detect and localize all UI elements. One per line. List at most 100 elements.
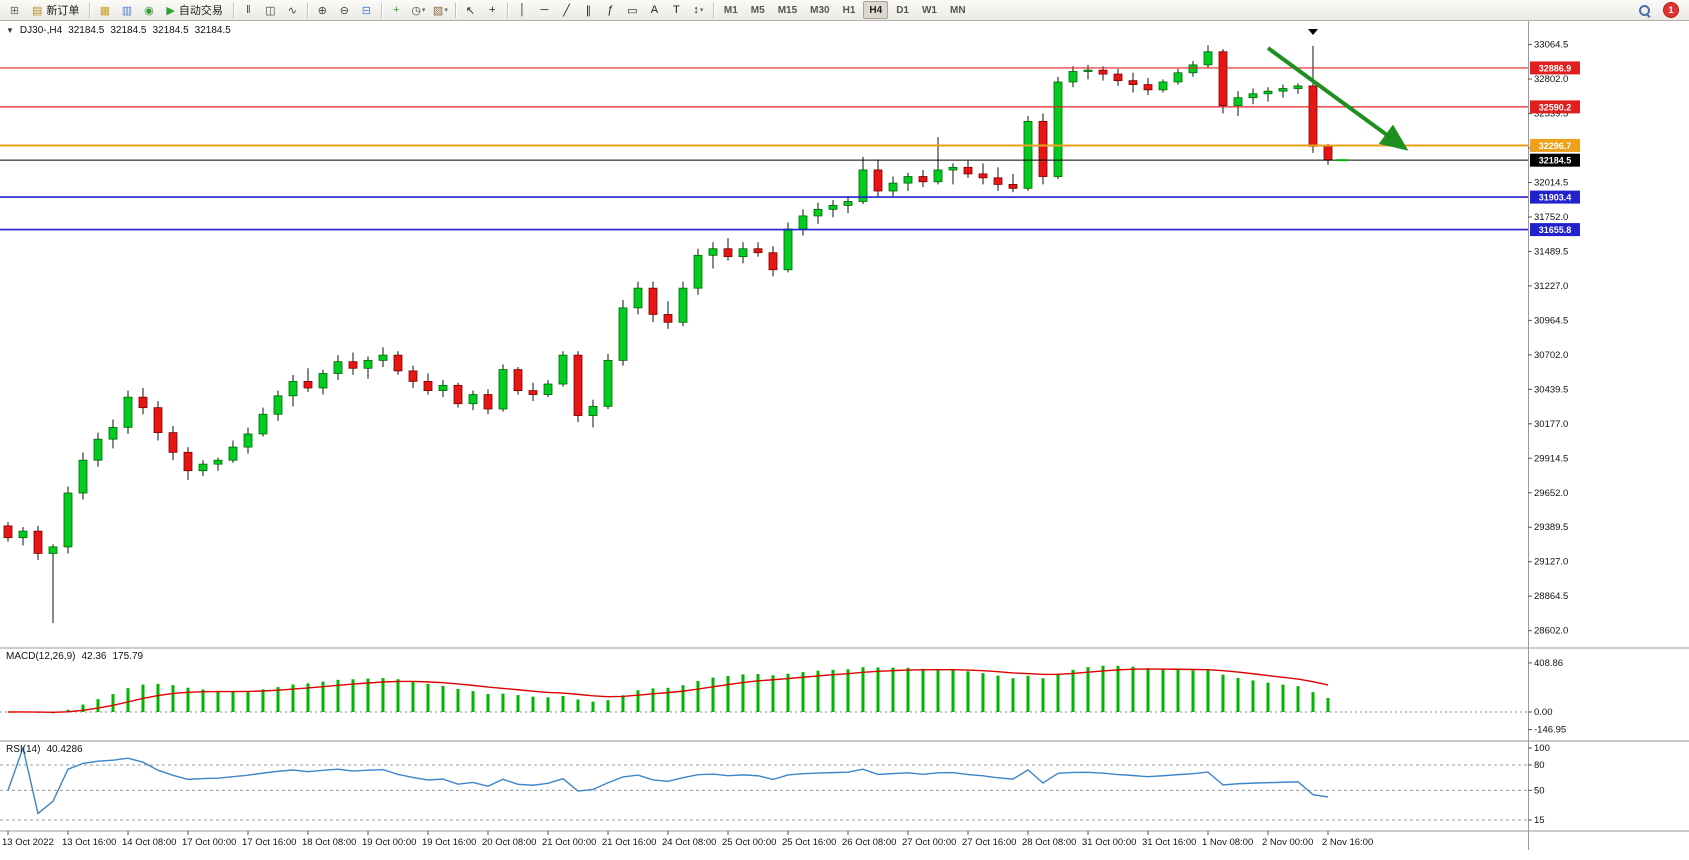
line-chart-button[interactable]: ∿ bbox=[282, 2, 303, 19]
zoom-in-button[interactable]: ⊕ bbox=[312, 2, 333, 19]
symbol-dropdown-icon[interactable]: ▼ bbox=[6, 26, 14, 35]
timeframe-mn-button[interactable]: MN bbox=[949, 4, 966, 16]
zoom-out-button[interactable]: ⊖ bbox=[334, 2, 355, 19]
templates-button[interactable]: ▧ ▾ bbox=[430, 2, 451, 19]
svg-text:31489.5: 31489.5 bbox=[1534, 246, 1568, 257]
bar-chart-icon: ‖ bbox=[246, 4, 251, 16]
tile-windows-button[interactable]: ⊟ bbox=[356, 2, 377, 19]
data-window-button[interactable]: ▥ bbox=[116, 2, 137, 19]
arrows-icon: ↕ bbox=[693, 4, 699, 16]
timeframe-m1-button[interactable]: M1 bbox=[723, 4, 738, 16]
svg-text:31227.0: 31227.0 bbox=[1534, 281, 1568, 292]
toolbar-separator bbox=[232, 2, 234, 18]
zoom-in-icon: ⊕ bbox=[317, 4, 327, 17]
notification-badge[interactable]: 1 bbox=[1663, 2, 1679, 18]
channel-button[interactable]: ∥ bbox=[578, 2, 599, 19]
svg-text:26 Oct 08:00: 26 Oct 08:00 bbox=[842, 837, 896, 848]
svg-text:32802.0: 32802.0 bbox=[1534, 74, 1568, 85]
trendline-button[interactable]: ╱ bbox=[556, 2, 577, 19]
toolbar-separator bbox=[454, 2, 456, 18]
svg-text:29652.0: 29652.0 bbox=[1534, 488, 1568, 499]
svg-text:17 Oct 16:00: 17 Oct 16:00 bbox=[242, 837, 296, 848]
macd-name: MACD(12,26,9) bbox=[6, 651, 76, 662]
periods-icon: ◷ bbox=[411, 4, 421, 17]
chart-symbol-timeframe: DJ30-,H4 bbox=[19, 25, 63, 36]
macd-histogram bbox=[21, 665, 1330, 714]
toolbar-items: ⊞ ▤ 新订单 ▦ ▥ ◉ ▶ 自动交易 ‖ ◫ ∿ ⊕ ⊖ ⊟ + ◷ ▾ ▧ ▾ ↖ + │ ─ ╱ ∥ ƒ ▭ A T ↕ ▾ M1 M5… bbox=[4, 0, 1634, 20]
pivot-line-orange-badge bbox=[1530, 138, 1580, 152]
indicators-button[interactable]: + bbox=[386, 2, 407, 19]
toolbar-separator bbox=[306, 2, 308, 18]
tile-windows-icon: ⊟ bbox=[361, 4, 371, 17]
timeframe-m5-button[interactable]: M5 bbox=[750, 4, 765, 16]
data-window-icon: ▥ bbox=[121, 4, 133, 17]
templates-icon: ▧ bbox=[432, 4, 444, 17]
shapes-icon: ▭ bbox=[627, 4, 638, 17]
cursor-button[interactable]: ↖ bbox=[460, 2, 481, 19]
text-icon: A bbox=[650, 4, 659, 16]
market-watch-button[interactable]: ▦ bbox=[94, 2, 115, 19]
svg-text:30702.0: 30702.0 bbox=[1534, 350, 1568, 361]
trend-arrow-annotation[interactable] bbox=[1266, 46, 1409, 151]
toolbar-right-group: 1 bbox=[1634, 2, 1685, 19]
trendline-icon: ╱ bbox=[563, 4, 570, 17]
vertical-line-button[interactable]: │ bbox=[512, 2, 533, 19]
timeframe-h4-button[interactable]: H4 bbox=[863, 1, 889, 19]
text-button[interactable]: A bbox=[644, 2, 665, 19]
cursor-icon: ↖ bbox=[465, 4, 475, 17]
horizontal-line-button[interactable]: ─ bbox=[534, 2, 555, 19]
timeframe-m30-button[interactable]: M30 bbox=[810, 4, 830, 16]
timeframe-m15-button[interactable]: M15 bbox=[777, 4, 798, 16]
ohlc-low: 32184.5 bbox=[152, 25, 189, 36]
text-label-button[interactable]: T bbox=[666, 2, 687, 19]
chart-title-bar: ▼ DJ30-,H4 32184.5 32184.5 32184.5 32184… bbox=[6, 25, 231, 36]
search-icon bbox=[1638, 4, 1651, 17]
timeframe-d1-button[interactable]: D1 bbox=[896, 4, 909, 16]
candlestick-series bbox=[3, 45, 1333, 624]
svg-text:-146.95: -146.95 bbox=[1534, 725, 1566, 736]
candle-marker-triangle-icon[interactable] bbox=[1308, 29, 1318, 35]
arrows-button[interactable]: ↕ ▾ bbox=[688, 2, 709, 19]
zoom-out-icon: ⊖ bbox=[339, 4, 349, 17]
time-axis: 13 Oct 2022 13 Oct 16:00 14 Oct 08:00 17 Oc… bbox=[2, 831, 1373, 848]
autotrading-button-label: 自动交易 bbox=[178, 5, 223, 17]
search-button[interactable] bbox=[1634, 2, 1655, 19]
navigator-button[interactable]: ◉ bbox=[138, 2, 159, 19]
indicators-icon: + bbox=[393, 4, 400, 16]
rsi-name: RSI(14) bbox=[6, 744, 41, 755]
shapes-button[interactable]: ▭ bbox=[622, 2, 643, 19]
periods-button[interactable]: ◷ ▾ bbox=[408, 2, 429, 19]
crosshair-button[interactable]: + bbox=[482, 2, 503, 19]
toolbar-separator bbox=[712, 2, 714, 18]
new-chart-icon: ⊞ bbox=[9, 4, 20, 17]
new-chart-button[interactable]: ⊞ bbox=[4, 2, 25, 19]
bar-chart-button[interactable]: ‖ bbox=[238, 2, 259, 19]
timeframe-h1-button[interactable]: H1 bbox=[842, 4, 856, 16]
autotrading-icon: ▶ bbox=[166, 4, 175, 17]
svg-text:0.00: 0.00 bbox=[1534, 707, 1553, 718]
macd-axis: 408.86 0.00 -146.95 bbox=[1528, 658, 1566, 736]
fibonacci-button[interactable]: ƒ bbox=[600, 2, 621, 19]
rsi-value: 40.4286 bbox=[46, 744, 83, 755]
channel-icon: ∥ bbox=[585, 4, 592, 17]
timeframe-w1-button[interactable]: W1 bbox=[921, 4, 937, 16]
autotrading-button[interactable]: ▶ 自动交易 bbox=[160, 2, 228, 19]
new-order-button[interactable]: ▤ 新订单 bbox=[26, 2, 85, 19]
svg-text:25 Oct 16:00: 25 Oct 16:00 bbox=[782, 837, 836, 848]
svg-text:30964.5: 30964.5 bbox=[1534, 315, 1568, 326]
svg-text:21 Oct 16:00: 21 Oct 16:00 bbox=[602, 837, 656, 848]
macd-signal-line bbox=[7, 668, 1329, 714]
toolbar-separator bbox=[506, 2, 508, 18]
horizontal-price-lines bbox=[0, 67, 1528, 231]
svg-text:32296.7: 32296.7 bbox=[1539, 141, 1572, 151]
svg-text:32886.9: 32886.9 bbox=[1539, 63, 1572, 73]
resistance-line-upper-badge bbox=[1530, 61, 1580, 75]
support-line-lower-badge bbox=[1530, 223, 1580, 237]
navigator-icon: ◉ bbox=[144, 4, 154, 17]
rsi-indicator-label: RSI(14) 40.4286 bbox=[6, 744, 83, 755]
candlestick-chart-button[interactable]: ◫ bbox=[260, 2, 281, 19]
horizontal-line-icon: ─ bbox=[540, 4, 549, 16]
svg-text:31 Oct 00:00: 31 Oct 00:00 bbox=[1082, 837, 1136, 848]
